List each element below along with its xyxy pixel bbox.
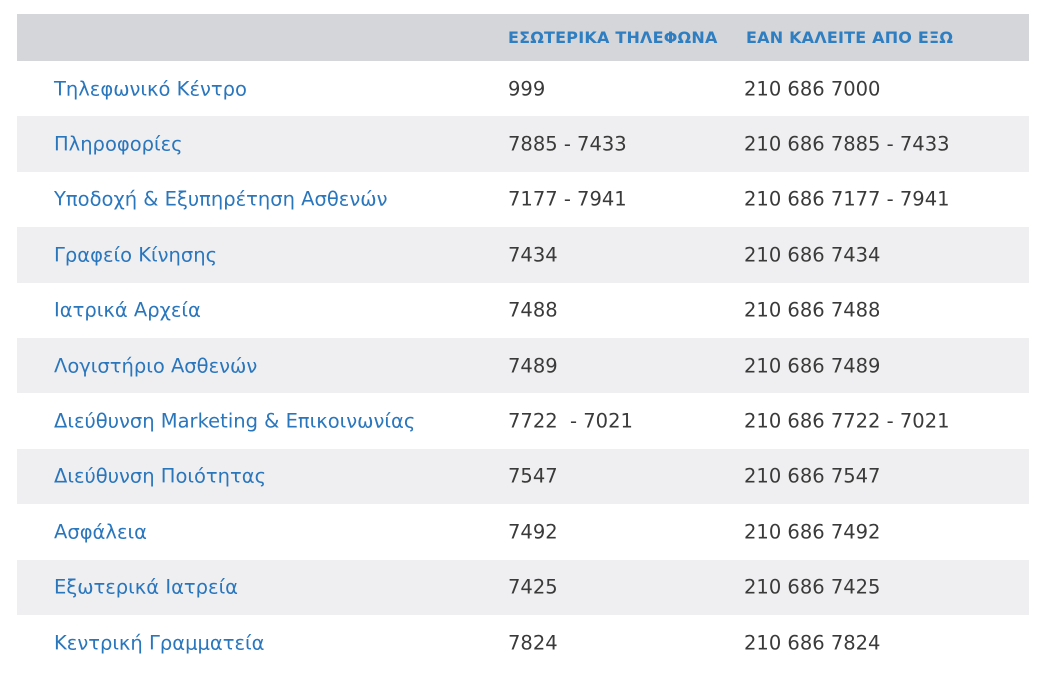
- internal-phone: 7177 - 7941: [508, 187, 627, 211]
- table-row: Πληροφορίες 7885 - 7433 210 686 7885 - 7…: [17, 116, 1029, 172]
- department-name: Γραφείο Κίνησης: [54, 243, 218, 267]
- table-row: Διεύθυνση Ποιότητας 7547 210 686 7547: [17, 448, 1029, 505]
- external-phone: 210 686 7824: [744, 631, 881, 655]
- phone-directory-table: ΕΣΩΤΕΡΙΚΑ ΤΗΛΕΦΩΝΑ ΕΑΝ ΚΑΛΕΙΤΕ ΑΠΟ ΕΞΩ Τ…: [17, 14, 1029, 670]
- department-name: Ιατρικά Αρχεία: [54, 298, 201, 322]
- external-phone: 210 686 7885 - 7433: [744, 132, 950, 156]
- table-row: Γραφείο Κίνησης 7434 210 686 7434: [17, 227, 1029, 283]
- table-row: Λογιστήριο Ασθενών 7489 210 686 7489: [17, 337, 1029, 394]
- internal-phone: 7547: [508, 464, 558, 488]
- table-row: Εξωτερικά Ιατρεία 7425 210 686 7425: [17, 559, 1029, 615]
- internal-phone: 7488: [508, 298, 558, 322]
- external-phone: 210 686 7488: [744, 298, 881, 322]
- external-phone: 210 686 7722 - 7021: [744, 409, 950, 433]
- internal-phone: 7489: [508, 354, 558, 378]
- internal-phone: 7492: [508, 520, 558, 544]
- department-name: Ασφάλεια: [54, 520, 147, 544]
- table-row: Κεντρική Γραμματεία 7824 210 686 7824: [17, 615, 1029, 670]
- department-name: Εξωτερικά Ιατρεία: [54, 575, 239, 599]
- internal-phone: 7824: [508, 631, 558, 655]
- table-row: Ασφάλεια 7492 210 686 7492: [17, 504, 1029, 559]
- department-name: Κεντρική Γραμματεία: [54, 631, 265, 655]
- external-phone: 210 686 7425: [744, 575, 881, 599]
- external-phone: 210 686 7177 - 7941: [744, 187, 950, 211]
- internal-phone: 7434: [508, 243, 558, 267]
- external-phone: 210 686 7492: [744, 520, 881, 544]
- external-phone: 210 686 7489: [744, 354, 881, 378]
- table-row: Υποδοχή & Εξυπηρέτηση Ασθενών 7177 - 794…: [17, 172, 1029, 227]
- internal-phone: 7722 - 7021: [508, 409, 633, 433]
- department-name: Πληροφορίες: [54, 132, 183, 156]
- header-internal-phones: ΕΣΩΤΕΡΙΚΑ ΤΗΛΕΦΩΝΑ: [508, 28, 718, 47]
- internal-phone: 7425: [508, 575, 558, 599]
- table-row: Ιατρικά Αρχεία 7488 210 686 7488: [17, 283, 1029, 338]
- department-name: Διεύθυνση Ποιότητας: [54, 464, 267, 488]
- department-name: Διεύθυνση Marketing & Επικοινωνίας: [54, 409, 416, 433]
- table-header: ΕΣΩΤΕΡΙΚΑ ΤΗΛΕΦΩΝΑ ΕΑΝ ΚΑΛΕΙΤΕ ΑΠΟ ΕΞΩ: [17, 14, 1029, 61]
- table-row: Διεύθυνση Marketing & Επικοινωνίας 7722 …: [17, 393, 1029, 448]
- external-phone: 210 686 7547: [744, 464, 881, 488]
- internal-phone: 999: [508, 77, 546, 101]
- department-name: Λογιστήριο Ασθενών: [54, 354, 258, 378]
- department-name: Υποδοχή & Εξυπηρέτηση Ασθενών: [54, 187, 388, 211]
- external-phone: 210 686 7000: [744, 77, 881, 101]
- department-name: Τηλεφωνικό Κέντρο: [54, 77, 247, 101]
- external-phone: 210 686 7434: [744, 243, 881, 267]
- header-external-phones: ΕΑΝ ΚΑΛΕΙΤΕ ΑΠΟ ΕΞΩ: [746, 28, 954, 47]
- internal-phone: 7885 - 7433: [508, 132, 627, 156]
- table-row: Τηλεφωνικό Κέντρο 999 210 686 7000: [17, 61, 1029, 116]
